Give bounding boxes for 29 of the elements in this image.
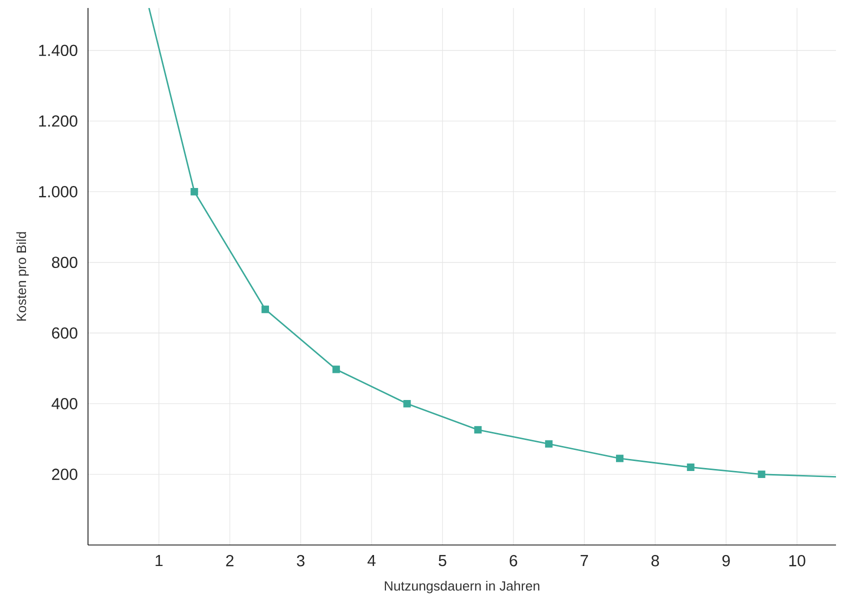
y-tick-label: 1.200	[39, 115, 78, 127]
x-tick-label: 4	[368, 555, 376, 566]
y-axis-title: Kosten pro Bild	[16, 232, 29, 321]
x-tick-label: 10	[789, 555, 806, 566]
y-tick-label: 1.000	[39, 186, 78, 198]
point	[474, 426, 482, 434]
x-axis-title: Nutzungsdauern in Jahren	[384, 580, 540, 594]
x-tick-label: 9	[722, 555, 730, 566]
point	[616, 454, 624, 462]
point	[758, 470, 766, 478]
y-tick-label: 400	[52, 398, 78, 410]
point	[545, 440, 553, 448]
x-tick-label: 7	[580, 555, 588, 566]
point	[403, 400, 411, 408]
x-tick-label: 3	[296, 555, 304, 566]
x-tick-label: 1	[156, 555, 163, 566]
point	[190, 188, 198, 196]
y-tick-label: 600	[52, 327, 78, 339]
y-tick-label: 200	[52, 468, 78, 480]
x-tick-label: 5	[438, 555, 446, 566]
point	[686, 464, 694, 471]
point	[332, 366, 340, 374]
x-tick-label: 2	[226, 555, 234, 566]
line-series	[148, 8, 836, 478]
y-tick-label: 800	[52, 256, 78, 268]
y-tick-label: 1.400	[39, 44, 78, 56]
x-tick-label: 6	[510, 555, 518, 566]
point	[262, 306, 269, 314]
x-tick-label: 8	[651, 555, 659, 566]
